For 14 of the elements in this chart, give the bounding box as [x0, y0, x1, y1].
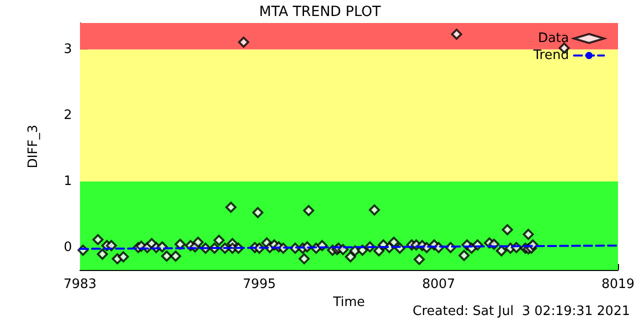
x-axis-title: Time: [332, 294, 365, 310]
text: Created: Sat Jul 3 02:19:31 2021: [412, 304, 630, 319]
chart-title: MTA TREND PLOT: [259, 4, 382, 20]
x-tick-label: 8019: [601, 277, 635, 292]
legend-label: Data: [538, 31, 569, 46]
y-tick-label: 1: [64, 174, 72, 190]
y-tick-label: 0: [64, 240, 72, 256]
x-tick-label: 7995: [242, 277, 276, 292]
x-tick-label: 7983: [63, 277, 97, 292]
y-axis-title: DIFF_3: [26, 124, 41, 168]
x-tick-label: 8007: [422, 277, 456, 292]
y-tick-label: 2: [64, 108, 72, 123]
y-tick-label: 3: [64, 42, 72, 57]
legend-label: Trend: [532, 48, 569, 63]
